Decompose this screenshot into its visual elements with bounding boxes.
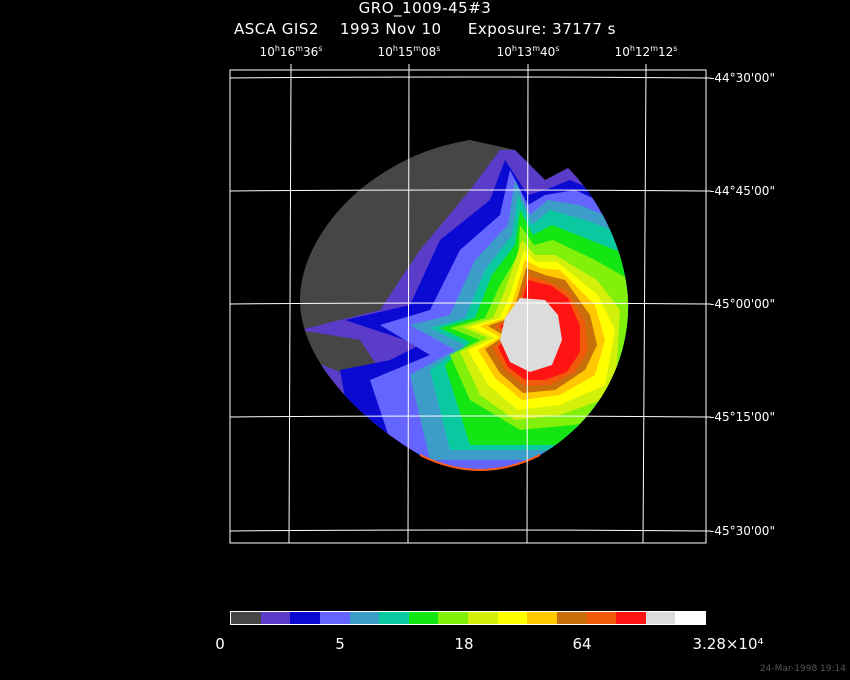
- colorbar-swatch: [379, 612, 409, 624]
- ra-tick-label: 10h13m40s: [496, 44, 560, 59]
- image-title: GRO_1009-45#3: [358, 0, 492, 17]
- colorbar-swatch: [468, 612, 498, 624]
- colorbar-swatch: [408, 612, 439, 624]
- colorbar-swatch: [645, 612, 676, 624]
- colorbar-swatch: [438, 612, 468, 624]
- colorbar-swatch: [616, 612, 646, 624]
- plot-frame: [229, 69, 707, 544]
- colorbar-swatch: [319, 612, 350, 624]
- colorbar-tick-label: 0: [215, 635, 225, 653]
- dec-tick-label: -45°00'00": [710, 297, 775, 311]
- ra-tick-label: 10h12m12s: [614, 44, 678, 59]
- colorbar-swatch: [497, 612, 528, 624]
- colorbar-tick-label: 18: [454, 635, 474, 653]
- date-label: 1993 Nov 10: [339, 20, 442, 38]
- colorbar-tick-label: 5: [335, 635, 345, 653]
- colorbar-swatch: [349, 612, 380, 624]
- ra-tick-label: 10h15m08s: [377, 44, 441, 59]
- fov-edge: [419, 454, 541, 471]
- colorbar-tick-label: 64: [572, 635, 592, 653]
- timestamp: 24-Mar-1998 19:14: [759, 664, 846, 674]
- colorbar-swatch: [290, 612, 320, 624]
- dec-tick-label: -44°30'00": [710, 71, 775, 85]
- colorbar-swatch: [556, 612, 587, 624]
- axis-ticks: [290, 64, 711, 532]
- exposure-label: Exposure: 37177 s: [467, 20, 616, 38]
- coordinate-grid: [229, 69, 707, 544]
- intensity-map: [300, 140, 629, 470]
- dec-tick-label: -45°15'00": [710, 410, 775, 424]
- colorbar-swatch: [586, 612, 617, 624]
- colorbar-swatch: [527, 612, 557, 624]
- observation-info: ASCA GIS2 1993 Nov 10 Exposure: 37177 s: [0, 21, 850, 38]
- colorbar: [230, 611, 706, 625]
- colorbar-swatch: [260, 612, 291, 624]
- ra-tick-label: 10h16m36s: [259, 44, 323, 59]
- dec-tick-label: -45°30'00": [710, 524, 775, 538]
- colorbar-tick-label: 3.28×10⁴: [692, 635, 764, 653]
- colorbar-swatch: [231, 612, 261, 624]
- instrument-label: ASCA GIS2: [234, 20, 319, 38]
- colorbar-swatch: [675, 612, 705, 624]
- dec-tick-label: -44°45'00": [710, 184, 775, 198]
